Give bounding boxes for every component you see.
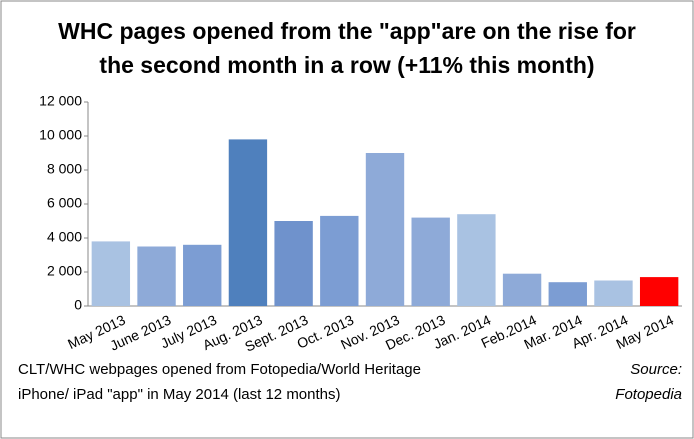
bar — [502, 273, 542, 306]
bar — [228, 139, 268, 306]
y-tick-label: 12 000 — [39, 93, 82, 109]
y-tick-label: 0 — [74, 297, 82, 313]
bar — [411, 217, 450, 306]
chart-title: the second month in a row (+11% this mon… — [99, 52, 594, 78]
y-tick-label: 8 000 — [47, 161, 82, 177]
y-tick-label: 10 000 — [39, 127, 82, 143]
bar — [274, 221, 313, 306]
note: CLT/WHC webpages opened from Fotopedia/W… — [18, 361, 421, 378]
y-tick-label: 2 000 — [47, 263, 82, 279]
bar — [365, 153, 405, 306]
bar — [639, 277, 679, 306]
bar — [183, 244, 222, 306]
note: iPhone/ iPad "app" in May 2014 (last 12 … — [18, 386, 341, 403]
y-tick-label: 6 000 — [47, 195, 82, 211]
bar — [137, 246, 176, 306]
bar — [548, 282, 587, 306]
source: Source: — [630, 361, 682, 378]
bar — [91, 241, 131, 306]
bar — [457, 214, 496, 306]
source: Fotopedia — [615, 386, 682, 403]
bar — [594, 280, 633, 306]
chart-title: WHC pages opened from the "app"are on th… — [58, 18, 636, 44]
y-tick-label: 4 000 — [47, 229, 82, 245]
bar — [320, 215, 359, 306]
